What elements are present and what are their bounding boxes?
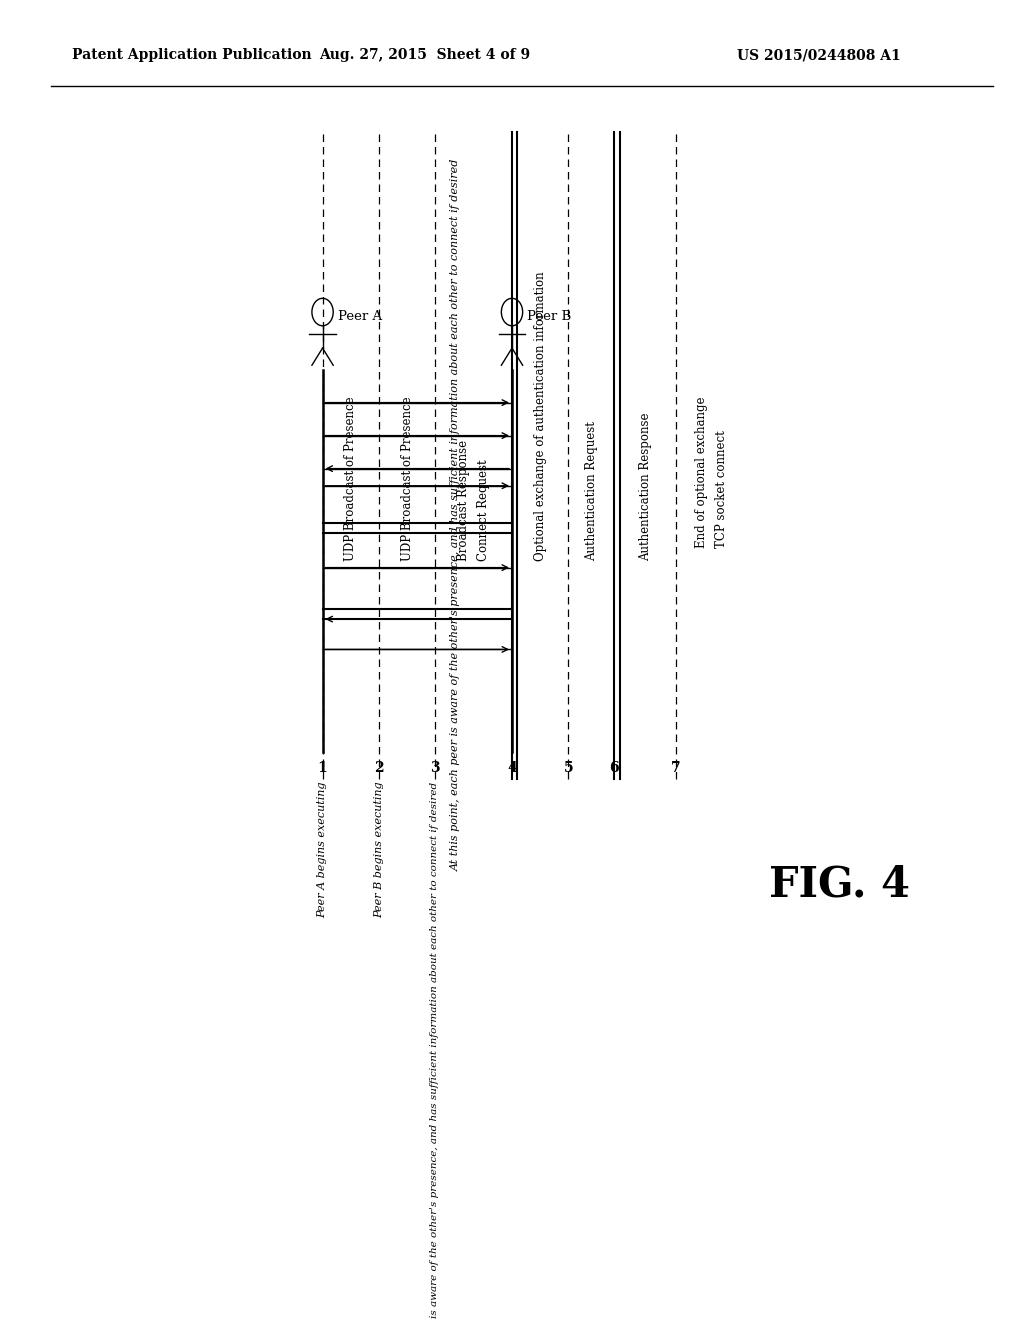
Text: Patent Application Publication: Patent Application Publication [72,49,311,62]
Text: Peer A: Peer A [338,310,382,323]
Text: 4: 4 [507,762,517,775]
Text: Authentication Request: Authentication Request [585,421,598,561]
Text: End of optional exchange: End of optional exchange [695,396,708,548]
Text: TCP socket connect: TCP socket connect [716,430,728,548]
Text: 5: 5 [563,762,573,775]
Text: 7: 7 [671,762,681,775]
Text: 2: 2 [374,762,384,775]
Text: UDP Broadcast of Presence: UDP Broadcast of Presence [400,396,414,561]
Text: US 2015/0244808 A1: US 2015/0244808 A1 [737,49,901,62]
Text: Peer B: Peer B [527,310,571,323]
Text: FIG. 4: FIG. 4 [769,863,910,906]
Text: 6: 6 [609,762,620,775]
Text: UDP Broadcast of Presence: UDP Broadcast of Presence [344,396,357,561]
Text: Peer A begins executing: Peer A begins executing [317,781,328,917]
Text: Connect Request: Connect Request [477,459,490,561]
Text: Optional exchange of authentication information: Optional exchange of authentication info… [534,272,547,561]
Text: At this point, each peer is aware of the other's presence, and has sufficient in: At this point, each peer is aware of the… [431,781,439,1320]
Text: Aug. 27, 2015  Sheet 4 of 9: Aug. 27, 2015 Sheet 4 of 9 [319,49,530,62]
Text: Broadcast Response: Broadcast Response [457,440,470,561]
Text: Authentication Response: Authentication Response [639,413,651,561]
Text: Peer B begins executing: Peer B begins executing [374,781,384,919]
Text: 3: 3 [430,762,440,775]
Text: At this point, each peer is aware of the other's presence, and has sufficient in: At this point, each peer is aware of the… [451,158,461,871]
Text: 1: 1 [317,762,328,775]
